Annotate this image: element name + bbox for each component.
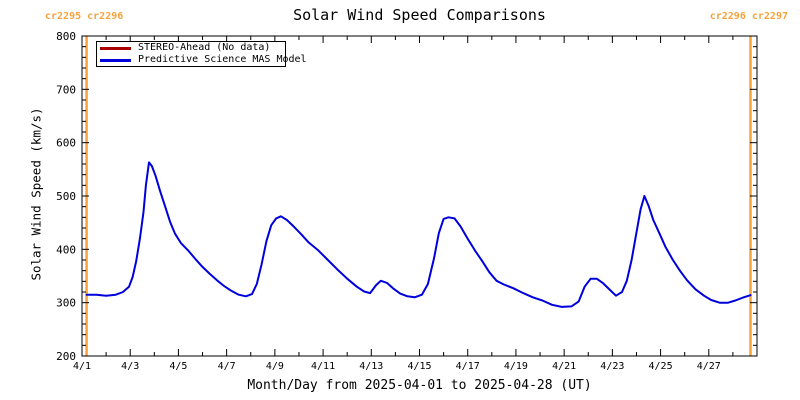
carrington-rotation-label-left: cr2295 cr2296 <box>45 11 124 22</box>
y-tick-label: 400 <box>56 243 76 256</box>
y-tick-label: 700 <box>56 83 76 96</box>
x-tick-label: 4/27 <box>697 361 721 372</box>
x-tick-label: 4/17 <box>456 361 480 372</box>
plot-border <box>81 35 758 357</box>
x-tick-label: 4/19 <box>504 361 528 372</box>
legend-row-mas-model: Predictive Science MAS Model <box>100 54 307 66</box>
x-tick-label: 4/3 <box>121 361 139 372</box>
carrington-rotation-label-right: cr2296 cr2297 <box>709 11 788 22</box>
x-tick-label: 4/25 <box>649 361 673 372</box>
x-tick-label: 4/9 <box>266 361 284 372</box>
legend-row-stereo: STEREO-Ahead (No data) <box>100 42 285 54</box>
y-tick-label: 300 <box>56 297 76 310</box>
stereo-line-swatch <box>100 46 131 50</box>
y-tick-label: 200 <box>56 350 76 363</box>
y-tick-label: 800 <box>56 30 76 43</box>
x-tick-label: 4/15 <box>407 361 431 372</box>
x-tick-label: 4/5 <box>169 361 187 372</box>
x-tick-label: 4/11 <box>311 361 335 372</box>
chart-title: Solar Wind Speed Comparisons <box>293 6 546 24</box>
legend-label-stereo: STEREO-Ahead (No data) <box>138 42 271 53</box>
legend-label-mas-model: Predictive Science MAS Model <box>138 54 307 65</box>
x-tick-label: 4/1 <box>73 361 91 372</box>
x-axis-title: Month/Day from 2025-04-01 to 2025-04-28 … <box>247 378 592 393</box>
x-tick-label: 4/13 <box>359 361 383 372</box>
mas-model-curve <box>85 161 752 308</box>
mas-model-line-swatch <box>100 58 131 62</box>
y-tick-label: 500 <box>56 190 76 203</box>
x-tick-label: 4/23 <box>600 361 624 372</box>
x-tick-label: 4/7 <box>218 361 236 372</box>
y-tick-label: 600 <box>56 137 76 150</box>
legend: STEREO-Ahead (No data) Predictive Scienc… <box>96 41 307 67</box>
y-axis-title: Solar Wind Speed (km/s) <box>28 107 44 281</box>
x-tick-label: 4/21 <box>552 361 576 372</box>
